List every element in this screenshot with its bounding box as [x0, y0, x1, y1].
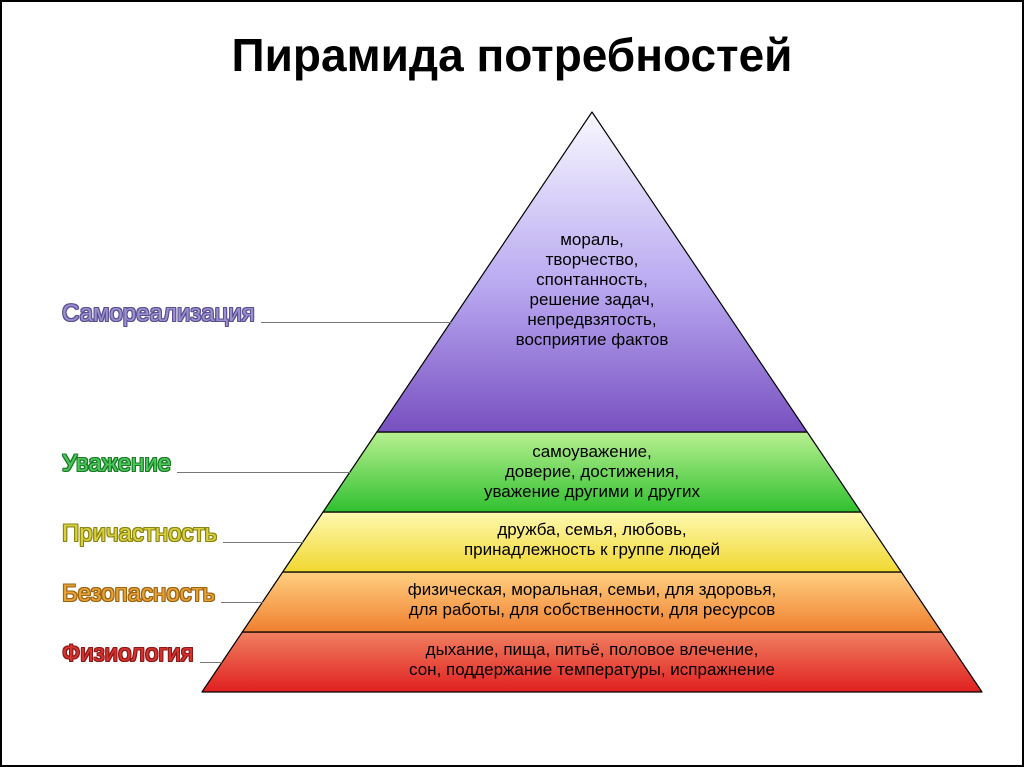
level-desc-physiology: дыхание, пища, питьё, половое влечение,с… [409, 640, 775, 680]
level-label-esteem: Уважение [62, 450, 177, 478]
level-label-physiology: Физиология [62, 640, 200, 668]
page-frame: Пирамида потребностей Физиология дыхание,… [0, 0, 1024, 767]
level-desc-belonging: дружба, семья, любовь,принадлежность к г… [464, 520, 720, 560]
page-title: Пирамида потребностей [2, 28, 1022, 82]
level-label-belonging: Причастность [62, 520, 223, 548]
level-desc-esteem: самоуважение,доверие, достижения,уважени… [484, 442, 700, 502]
pyramid-diagram: Физиология дыхание, пища, питьё, половое … [2, 102, 1024, 752]
level-label-safety: Безопасность [62, 580, 221, 608]
level-desc-safety: физическая, моральная, семьи, для здоров… [408, 580, 777, 620]
level-label-self-actualization: Самореализация [62, 300, 261, 328]
level-desc-self-actualization: мораль,творчество,спонтанность,решение з… [516, 230, 669, 350]
